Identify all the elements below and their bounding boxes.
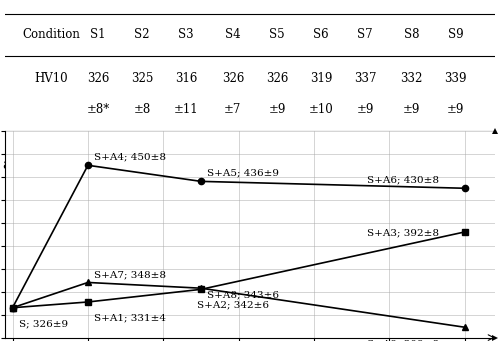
Text: S8: S8 [404, 28, 419, 41]
Text: 326: 326 [222, 73, 244, 86]
Text: 325: 325 [131, 73, 154, 86]
Text: S5: S5 [269, 28, 285, 41]
Text: ±8: ±8 [134, 103, 151, 116]
Text: 337: 337 [354, 73, 376, 86]
Text: ±9: ±9 [403, 103, 420, 116]
Text: 326: 326 [87, 73, 110, 86]
Text: ±7: ±7 [224, 103, 242, 116]
Text: *std. dev: *std. dev [10, 138, 56, 147]
Text: ±9: ±9 [356, 103, 374, 116]
Text: S6: S6 [313, 28, 329, 41]
Text: S+A4; 450±8: S+A4; 450±8 [94, 153, 166, 162]
Text: S3: S3 [178, 28, 194, 41]
Text: HV10: HV10 [34, 73, 68, 86]
Text: ±11: ±11 [174, 103, 199, 116]
Text: S7: S7 [358, 28, 373, 41]
Text: ±10: ±10 [308, 103, 334, 116]
Text: ±9: ±9 [268, 103, 285, 116]
Text: S+A1; 331±4: S+A1; 331±4 [94, 313, 166, 323]
Text: 316: 316 [175, 73, 198, 86]
Text: 332: 332 [400, 73, 423, 86]
Text: 339: 339 [444, 73, 467, 86]
Text: S+A6; 430±8: S+A6; 430±8 [367, 176, 439, 185]
Text: S+A2; 342±6: S+A2; 342±6 [197, 301, 269, 310]
Text: ±8*: ±8* [86, 103, 110, 116]
Text: S+A8; 343±6: S+A8; 343±6 [207, 291, 279, 299]
Text: S4: S4 [225, 28, 240, 41]
Text: S; 326±9: S; 326±9 [18, 319, 68, 328]
Text: 326: 326 [266, 73, 288, 86]
Text: S1: S1 [90, 28, 106, 41]
Text: S+A5; 436±9: S+A5; 436±9 [207, 169, 279, 178]
Text: 319: 319 [310, 73, 332, 86]
Text: a): a) [2, 157, 16, 172]
Text: S+A9; 309±8: S+A9; 309±8 [367, 340, 439, 341]
Text: Condition: Condition [22, 28, 80, 41]
Text: S+A7; 348±8: S+A7; 348±8 [94, 270, 166, 279]
Text: ±9: ±9 [447, 103, 464, 116]
Text: S9: S9 [448, 28, 464, 41]
Text: S+A3; 392±8: S+A3; 392±8 [367, 228, 439, 237]
Text: S2: S2 [134, 28, 150, 41]
